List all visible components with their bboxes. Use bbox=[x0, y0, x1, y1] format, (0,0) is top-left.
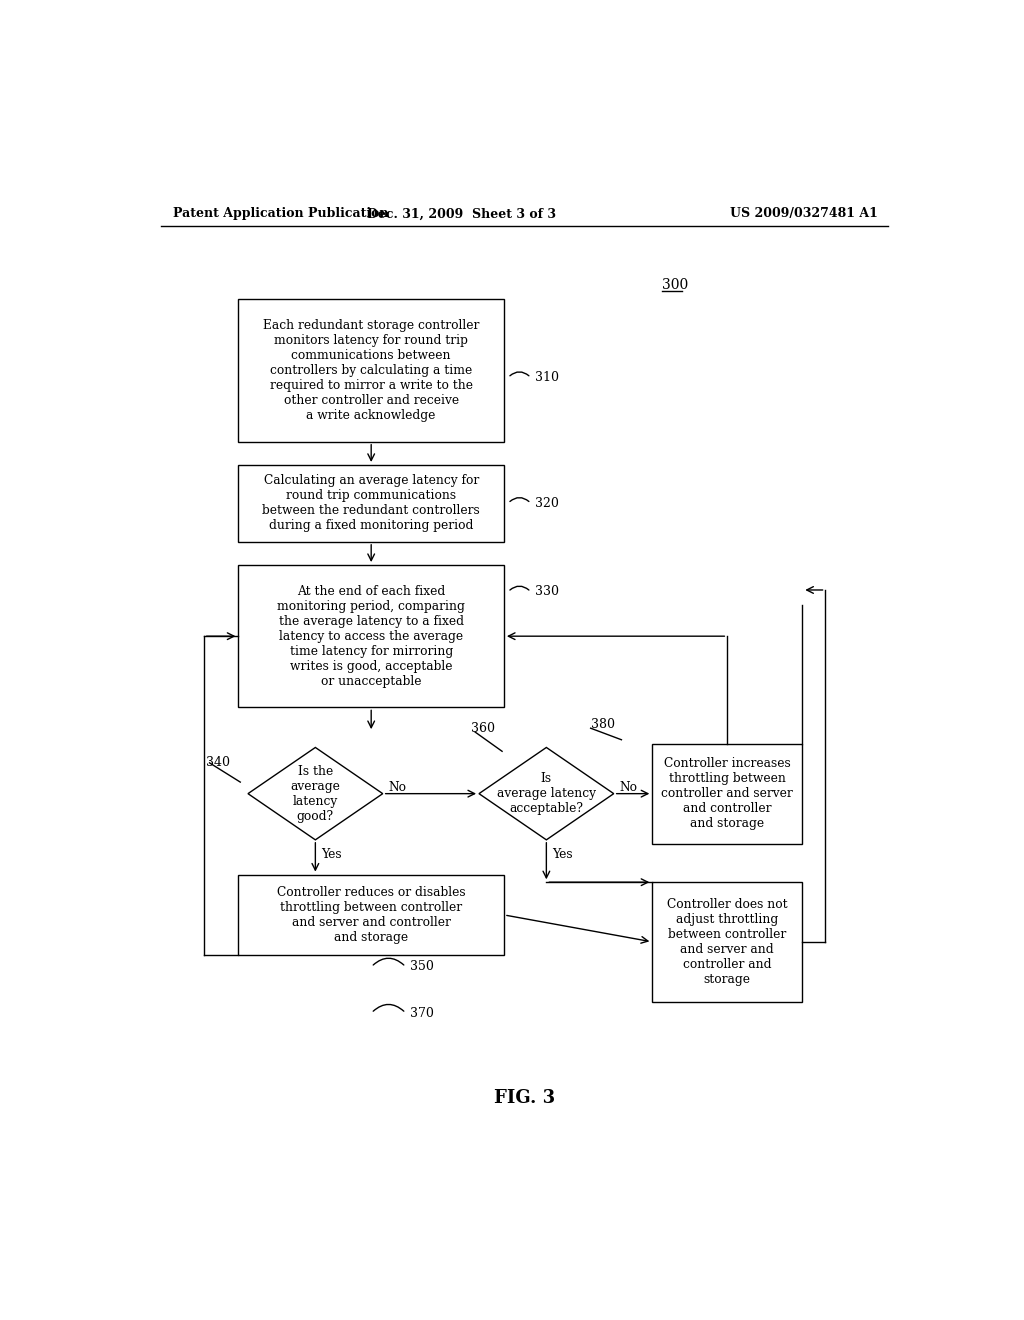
Text: Controller does not
adjust throttling
between controller
and server and
controll: Controller does not adjust throttling be… bbox=[667, 898, 787, 986]
Text: Calculating an average latency for
round trip communications
between the redunda: Calculating an average latency for round… bbox=[262, 474, 480, 532]
Text: No: No bbox=[620, 781, 638, 795]
FancyBboxPatch shape bbox=[239, 874, 504, 956]
Text: Controller increases
throttling between
controller and server
and controller
and: Controller increases throttling between … bbox=[662, 758, 794, 830]
Text: 330: 330 bbox=[535, 585, 559, 598]
Text: Yes: Yes bbox=[322, 847, 342, 861]
Polygon shape bbox=[248, 747, 383, 840]
Text: 380: 380 bbox=[591, 718, 614, 731]
Text: 370: 370 bbox=[410, 1007, 433, 1019]
Text: Is the
average
latency
good?: Is the average latency good? bbox=[291, 764, 340, 822]
Text: 320: 320 bbox=[535, 496, 559, 510]
Text: US 2009/0327481 A1: US 2009/0327481 A1 bbox=[729, 207, 878, 220]
FancyBboxPatch shape bbox=[239, 300, 504, 442]
FancyBboxPatch shape bbox=[652, 882, 803, 1002]
Text: 350: 350 bbox=[410, 961, 433, 973]
Text: Yes: Yes bbox=[553, 847, 573, 861]
Text: 340: 340 bbox=[206, 756, 229, 770]
Text: Is
average latency
acceptable?: Is average latency acceptable? bbox=[497, 772, 596, 816]
Text: Each redundant storage controller
monitors latency for round trip
communications: Each redundant storage controller monito… bbox=[263, 319, 479, 422]
Text: Patent Application Publication: Patent Application Publication bbox=[173, 207, 388, 220]
Text: At the end of each fixed
monitoring period, comparing
the average latency to a f: At the end of each fixed monitoring peri… bbox=[278, 585, 465, 688]
Text: Dec. 31, 2009  Sheet 3 of 3: Dec. 31, 2009 Sheet 3 of 3 bbox=[368, 207, 556, 220]
Text: 310: 310 bbox=[535, 371, 559, 384]
Text: 360: 360 bbox=[471, 722, 496, 735]
FancyBboxPatch shape bbox=[239, 465, 504, 543]
Text: 300: 300 bbox=[662, 279, 688, 293]
Text: FIG. 3: FIG. 3 bbox=[495, 1089, 555, 1106]
FancyBboxPatch shape bbox=[239, 565, 504, 708]
Text: Controller reduces or disables
throttling between controller
and server and cont: Controller reduces or disables throttlin… bbox=[276, 886, 466, 944]
Polygon shape bbox=[479, 747, 613, 840]
FancyBboxPatch shape bbox=[652, 743, 803, 843]
Text: No: No bbox=[389, 781, 407, 795]
